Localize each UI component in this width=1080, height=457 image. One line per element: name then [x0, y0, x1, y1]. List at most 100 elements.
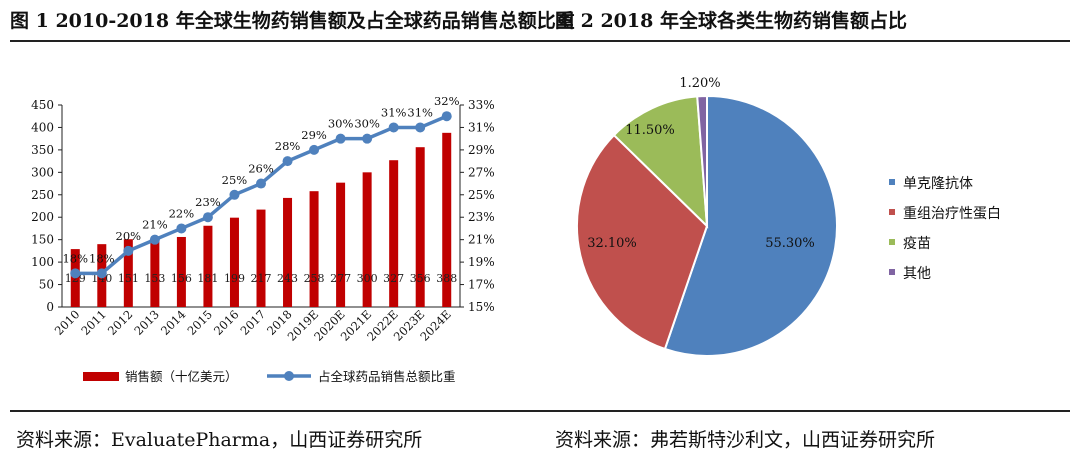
right-y-tick-label: 15%	[468, 300, 495, 314]
line-share-label: 18%	[62, 251, 88, 265]
x-category-label: 2010	[52, 307, 83, 338]
x-category-label: 2012	[105, 307, 136, 338]
line-share-point	[229, 189, 240, 200]
pie-slice	[576, 133, 709, 351]
line-share-label: 18%	[89, 251, 115, 265]
caption-rule	[10, 40, 1070, 42]
bar-value-label: 258	[304, 272, 325, 285]
line-share-point	[176, 223, 187, 234]
x-category-label: 2017	[238, 307, 269, 338]
line-share-label: 31%	[381, 105, 407, 119]
left-y-tick-label: 0	[46, 300, 54, 314]
pie-legend-label: 重组治疗性蛋白	[903, 206, 1001, 222]
pie-legend-swatch	[889, 179, 895, 185]
right-y-tick-label: 25%	[468, 188, 495, 202]
bar-sales	[256, 209, 266, 307]
legend-line-marker	[284, 371, 294, 381]
line-share-point	[309, 144, 320, 155]
line-share-point	[96, 268, 107, 279]
left-y-tick-label: 350	[31, 143, 54, 157]
left-y-tick-label: 150	[31, 233, 54, 247]
left-y-tick-label: 400	[31, 120, 54, 134]
bar-sales	[309, 191, 319, 307]
line-share-point	[335, 133, 346, 144]
legend-bar-swatch	[83, 372, 119, 381]
bar-value-label: 156	[171, 272, 192, 285]
line-share-point	[415, 122, 426, 133]
pie-slice-label: 11.50%	[625, 123, 675, 138]
pie-legend-label: 其他	[903, 266, 931, 282]
line-share-label: 26%	[248, 162, 274, 176]
bar-value-label: 129	[65, 272, 86, 285]
line-share-label: 29%	[301, 128, 327, 142]
left-y-tick-label: 250	[31, 188, 54, 202]
x-category-label: 2015	[184, 307, 215, 338]
x-category-label: 2016	[211, 307, 242, 338]
right-y-tick-label: 27%	[468, 165, 495, 179]
pie-slice-label: 1.20%	[679, 76, 720, 91]
bar-sales	[442, 132, 452, 307]
line-share-label: 22%	[169, 206, 195, 220]
bar-sales	[123, 239, 133, 307]
pie-legend-swatch	[889, 209, 895, 215]
right-y-tick-label: 33%	[468, 98, 495, 112]
left-y-tick-label: 100	[31, 255, 54, 269]
bar-value-label: 153	[144, 272, 165, 285]
legend-line-label: 占全球药品销售总额比重	[318, 369, 456, 384]
pie-legend-swatch	[889, 269, 895, 275]
bar-value-label: 300	[357, 272, 378, 285]
bar-sales	[362, 172, 372, 307]
line-share-label: 20%	[116, 229, 142, 243]
x-category-label: 2014	[158, 307, 189, 338]
x-category-label: 2013	[131, 307, 162, 338]
bar-sales	[150, 238, 160, 307]
pie-slice	[612, 95, 709, 229]
line-share-label: 21%	[142, 218, 168, 232]
line-share-label: 32%	[434, 94, 460, 108]
pie-legend-swatch	[889, 239, 895, 245]
figure-1-source: 资料来源：EvaluatePharma，山西证券研究所	[16, 429, 423, 451]
line-share-point	[149, 234, 160, 245]
figure-2-source: 资料来源：弗若斯特沙利文，山西证券研究所	[555, 429, 936, 451]
left-y-tick-label: 200	[31, 210, 54, 224]
line-share-point	[441, 111, 452, 122]
line-share-point	[282, 156, 293, 167]
bar-sales	[389, 160, 399, 307]
left-y-tick-label: 300	[31, 165, 54, 179]
source-rule	[10, 410, 1070, 412]
bar-value-label: 356	[410, 272, 431, 285]
legend-bar-label: 销售额（十亿美元）	[125, 369, 238, 384]
bar-sales	[283, 197, 293, 307]
line-share-point	[388, 122, 399, 133]
bar-sales	[336, 182, 346, 307]
line-share-label: 31%	[407, 105, 433, 119]
bar-sales	[176, 236, 186, 307]
bar-value-label: 140	[91, 272, 112, 285]
bar-value-label: 199	[224, 272, 245, 285]
line-share-point	[202, 212, 213, 223]
x-category-label: 2011	[78, 307, 109, 338]
bar-value-label: 277	[330, 272, 351, 285]
right-y-tick-label: 21%	[468, 233, 495, 247]
line-share-point	[362, 133, 373, 144]
right-y-tick-label: 17%	[468, 278, 495, 292]
line-share-label: 23%	[195, 195, 221, 209]
right-y-tick-label: 29%	[468, 143, 495, 157]
right-y-tick-label: 23%	[468, 210, 495, 224]
right-y-tick-label: 31%	[468, 120, 495, 134]
pie-slice-label: 55.30%	[765, 236, 815, 251]
line-share-point	[256, 178, 266, 189]
pie-slice-label: 32.10%	[587, 236, 637, 251]
bar-value-label: 217	[251, 272, 272, 285]
figure-1-caption: 图 1 2010-2018 年全球生物药销售额及占全球药品销售总额比重	[10, 10, 575, 32]
bar-value-label: 327	[383, 272, 404, 285]
bar-value-label: 243	[277, 272, 298, 285]
pie-legend-label: 单克隆抗体	[903, 176, 973, 192]
right-y-tick-label: 19%	[468, 255, 495, 269]
bar-sales	[203, 225, 213, 307]
bar-sales	[415, 147, 425, 307]
left-y-tick-label: 50	[39, 278, 54, 292]
bar-sales	[229, 217, 239, 307]
bar-value-label: 388	[436, 272, 457, 285]
